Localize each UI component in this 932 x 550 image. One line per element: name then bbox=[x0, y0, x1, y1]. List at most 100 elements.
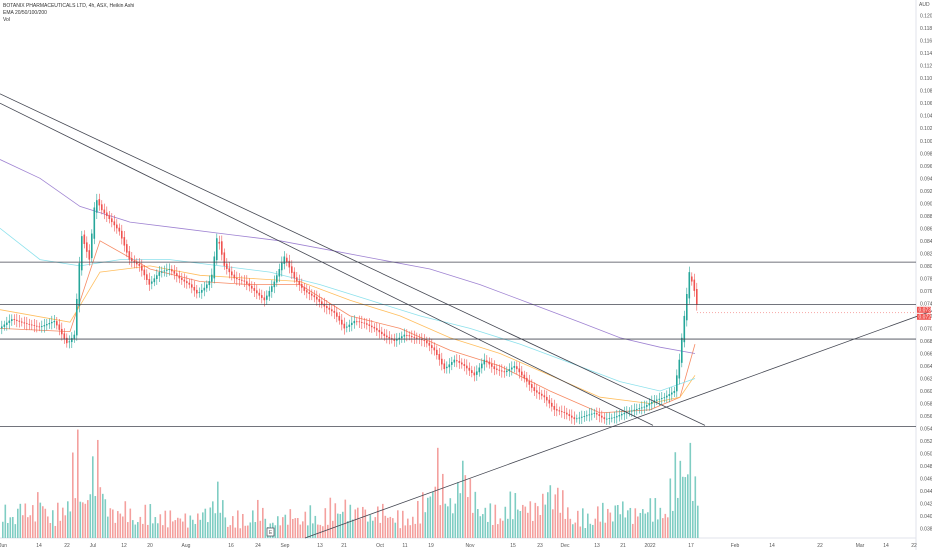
candle-body bbox=[601, 415, 603, 418]
y-tick-label: 0.108 bbox=[920, 89, 932, 95]
volume-bar bbox=[44, 508, 47, 538]
volume-bar bbox=[32, 505, 34, 538]
candle-body bbox=[121, 230, 123, 239]
volume-bar bbox=[27, 517, 29, 538]
candle-body bbox=[663, 397, 666, 399]
volume-bar bbox=[614, 505, 617, 538]
x-tick-label: 21 bbox=[341, 543, 347, 549]
candle-body bbox=[381, 331, 383, 335]
candle-body bbox=[678, 359, 681, 379]
candle-body bbox=[383, 333, 386, 336]
candles bbox=[1, 193, 698, 425]
x-tick-label: 2022 bbox=[644, 543, 655, 549]
volume-bar bbox=[574, 522, 577, 538]
y-tick-label: 0.076 bbox=[920, 289, 932, 295]
y-tick-label: 0.044 bbox=[920, 489, 932, 495]
candle-body bbox=[46, 324, 48, 326]
candle-body bbox=[423, 340, 426, 341]
candle-body bbox=[86, 242, 88, 252]
volume-bar bbox=[264, 518, 267, 538]
y-tick-label: 0.082 bbox=[920, 251, 932, 257]
volume-bar bbox=[467, 497, 469, 538]
candle-body bbox=[258, 292, 261, 296]
volume-bar bbox=[552, 509, 554, 538]
volume-bar bbox=[409, 525, 412, 538]
volume-bar bbox=[17, 508, 19, 538]
volume-bar bbox=[557, 487, 559, 538]
volume-bar bbox=[262, 507, 264, 538]
candle-body bbox=[643, 406, 646, 408]
volume-bar bbox=[577, 510, 579, 538]
candle-body bbox=[396, 339, 398, 341]
volume-bar bbox=[332, 520, 334, 538]
x-tick-label: Dec bbox=[561, 543, 570, 549]
candle-body bbox=[603, 417, 606, 420]
volume-bar bbox=[682, 476, 684, 538]
candle-body bbox=[211, 274, 213, 282]
volume-bar bbox=[382, 503, 384, 538]
candle-body bbox=[406, 334, 408, 336]
volume-bar bbox=[82, 502, 84, 538]
volume-bar bbox=[9, 517, 12, 538]
candle-body bbox=[496, 368, 498, 370]
candle-body bbox=[353, 320, 356, 324]
volume-bar bbox=[569, 518, 572, 538]
volume-bar bbox=[624, 517, 627, 538]
volume-bar bbox=[187, 527, 189, 538]
volume-bar bbox=[257, 499, 259, 538]
volume-bar bbox=[312, 523, 314, 538]
volume-bar bbox=[57, 502, 59, 538]
volume-bar bbox=[599, 521, 602, 538]
candle-body bbox=[98, 199, 101, 206]
volume-bar bbox=[642, 509, 644, 538]
candle-body bbox=[651, 401, 653, 404]
volume-bar bbox=[379, 522, 382, 538]
candle-body bbox=[413, 336, 416, 338]
candle-body bbox=[346, 326, 348, 328]
candle-body bbox=[633, 409, 636, 411]
candle-body bbox=[326, 306, 328, 309]
volume-bar bbox=[377, 506, 379, 538]
candle-body bbox=[551, 402, 553, 407]
volume-bar bbox=[522, 504, 524, 538]
candle-body bbox=[438, 354, 441, 360]
x-tick-label: 20 bbox=[147, 543, 153, 549]
volume-bar bbox=[514, 493, 517, 538]
candle-body bbox=[78, 263, 81, 307]
volume-bar bbox=[184, 513, 187, 538]
volume-bar bbox=[194, 523, 197, 538]
y-tick-label: 0.092 bbox=[920, 189, 932, 195]
candle-body bbox=[691, 276, 693, 282]
candle-body bbox=[606, 418, 608, 420]
candle-body bbox=[238, 279, 241, 280]
candle-body bbox=[198, 292, 201, 294]
candle-body bbox=[508, 369, 511, 371]
event-marker-box bbox=[266, 527, 275, 537]
y-tick-label: 0.070 bbox=[920, 326, 932, 332]
volume-bar bbox=[482, 514, 484, 538]
candle-body bbox=[488, 361, 491, 365]
volume-bar bbox=[582, 508, 584, 538]
x-tick-label: 24 bbox=[255, 543, 261, 549]
volume-bar bbox=[629, 507, 632, 538]
volume-bar bbox=[177, 517, 179, 538]
candle-body bbox=[666, 395, 668, 398]
candle-body bbox=[188, 282, 191, 285]
candle-body bbox=[231, 271, 233, 276]
last-price-tag bbox=[917, 306, 931, 313]
volume-bar bbox=[212, 501, 214, 538]
candle-body bbox=[13, 319, 16, 321]
y-tick-label: 0.088 bbox=[920, 214, 932, 220]
candle-body bbox=[428, 342, 431, 346]
volume-bar bbox=[412, 516, 414, 538]
volume-bar bbox=[454, 503, 457, 538]
candle-body bbox=[298, 280, 301, 285]
volume-bar bbox=[487, 521, 489, 538]
candle-body bbox=[658, 398, 661, 400]
volume-bar bbox=[289, 509, 292, 538]
volume-bar bbox=[399, 528, 402, 538]
volume-bar bbox=[424, 512, 427, 538]
volume-bar bbox=[4, 504, 7, 538]
candle-body bbox=[28, 323, 31, 325]
